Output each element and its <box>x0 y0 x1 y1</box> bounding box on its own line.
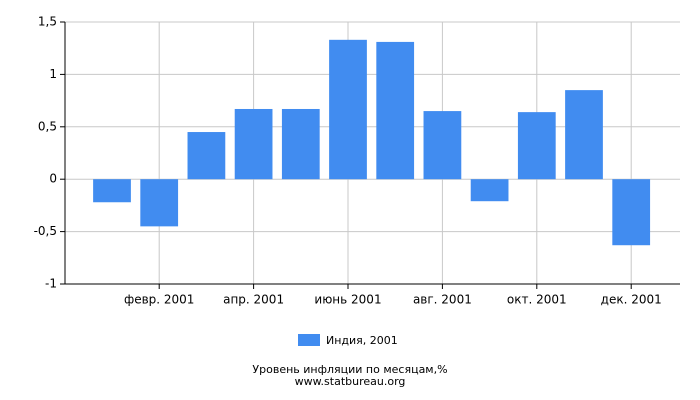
bar <box>329 39 367 180</box>
legend-label: Индия, 2001 <box>326 334 398 347</box>
bar <box>234 108 273 180</box>
legend-swatch <box>298 334 320 346</box>
y-tick-label: 1,5 <box>38 15 57 29</box>
y-tick-label: -1 <box>45 277 57 291</box>
bar <box>470 179 509 202</box>
y-tick-label: 0 <box>49 172 57 186</box>
bar <box>187 132 226 180</box>
source: www.statbureau.org <box>295 375 406 388</box>
bar <box>281 108 320 180</box>
bar <box>93 179 131 203</box>
chart-title: Уровень инфляции по месяцам,% <box>252 363 447 376</box>
x-tick-label: авг. 2001 <box>413 293 472 307</box>
y-tick-label: 0,5 <box>38 119 57 133</box>
x-tick-label: окт. 2001 <box>507 293 567 307</box>
bar <box>140 179 179 227</box>
bar <box>517 112 556 180</box>
y-tick-label: 1 <box>49 67 57 81</box>
x-tick-label: июнь 2001 <box>314 293 381 307</box>
bar <box>565 90 603 180</box>
y-tick-label: -0,5 <box>34 224 57 238</box>
x-tick-label: февр. 2001 <box>124 293 195 307</box>
x-tick-label: апр. 2001 <box>223 293 284 307</box>
bar <box>376 41 415 180</box>
bar <box>423 111 462 180</box>
bar <box>612 179 651 246</box>
x-tick-label: дек. 2001 <box>601 293 662 307</box>
